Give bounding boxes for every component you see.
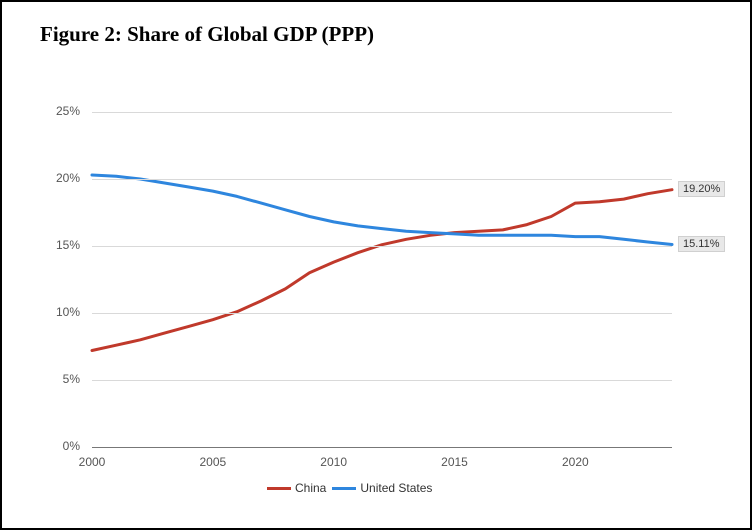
gridline (92, 380, 672, 381)
x-tick-label: 2000 (79, 455, 106, 469)
series-united-states (92, 175, 672, 245)
gridline (92, 246, 672, 247)
gridline (92, 179, 672, 180)
x-tick-label: 2005 (199, 455, 226, 469)
legend-swatch (267, 487, 291, 490)
legend-label: United States (360, 481, 432, 495)
x-tick-label: 2010 (320, 455, 347, 469)
legend-item-china: China (267, 481, 326, 495)
chart-lines (2, 2, 752, 532)
y-tick-label: 10% (40, 305, 80, 319)
y-tick-label: 25% (40, 104, 80, 118)
legend-item-united-states: United States (332, 481, 432, 495)
y-tick-label: 20% (40, 171, 80, 185)
legend-label: China (295, 481, 326, 495)
legend: China United States (267, 481, 432, 495)
y-tick-label: 5% (40, 372, 80, 386)
end-label-china: 19.20% (678, 181, 725, 197)
y-tick-label: 15% (40, 238, 80, 252)
gridline (92, 112, 672, 113)
x-tick-label: 2015 (441, 455, 468, 469)
figure-frame: { "chart": { "type": "line", "title": "F… (0, 0, 752, 530)
x-tick-label: 2020 (562, 455, 589, 469)
gridline (92, 313, 672, 314)
x-axis-baseline (92, 447, 672, 448)
end-label-united-states: 15.11% (678, 236, 725, 252)
series-china (92, 190, 672, 351)
legend-swatch (332, 487, 356, 490)
y-tick-label: 0% (40, 439, 80, 453)
